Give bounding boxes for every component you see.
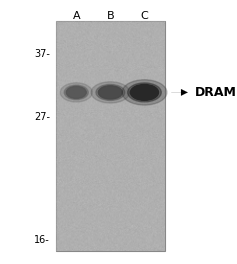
Ellipse shape bbox=[98, 86, 122, 99]
Text: C: C bbox=[141, 11, 148, 21]
Text: DRAM: DRAM bbox=[195, 86, 237, 99]
Ellipse shape bbox=[66, 86, 86, 98]
Bar bbox=[56, 21, 164, 251]
Text: 37-: 37- bbox=[34, 49, 50, 59]
Ellipse shape bbox=[130, 84, 159, 100]
Text: 27-: 27- bbox=[34, 112, 50, 122]
Ellipse shape bbox=[91, 82, 130, 103]
Text: 16-: 16- bbox=[34, 235, 50, 245]
Ellipse shape bbox=[128, 83, 161, 102]
Text: B: B bbox=[107, 11, 114, 21]
Ellipse shape bbox=[96, 84, 125, 100]
Ellipse shape bbox=[64, 85, 88, 100]
Text: A: A bbox=[73, 11, 80, 21]
Ellipse shape bbox=[122, 80, 167, 105]
Ellipse shape bbox=[60, 83, 92, 102]
